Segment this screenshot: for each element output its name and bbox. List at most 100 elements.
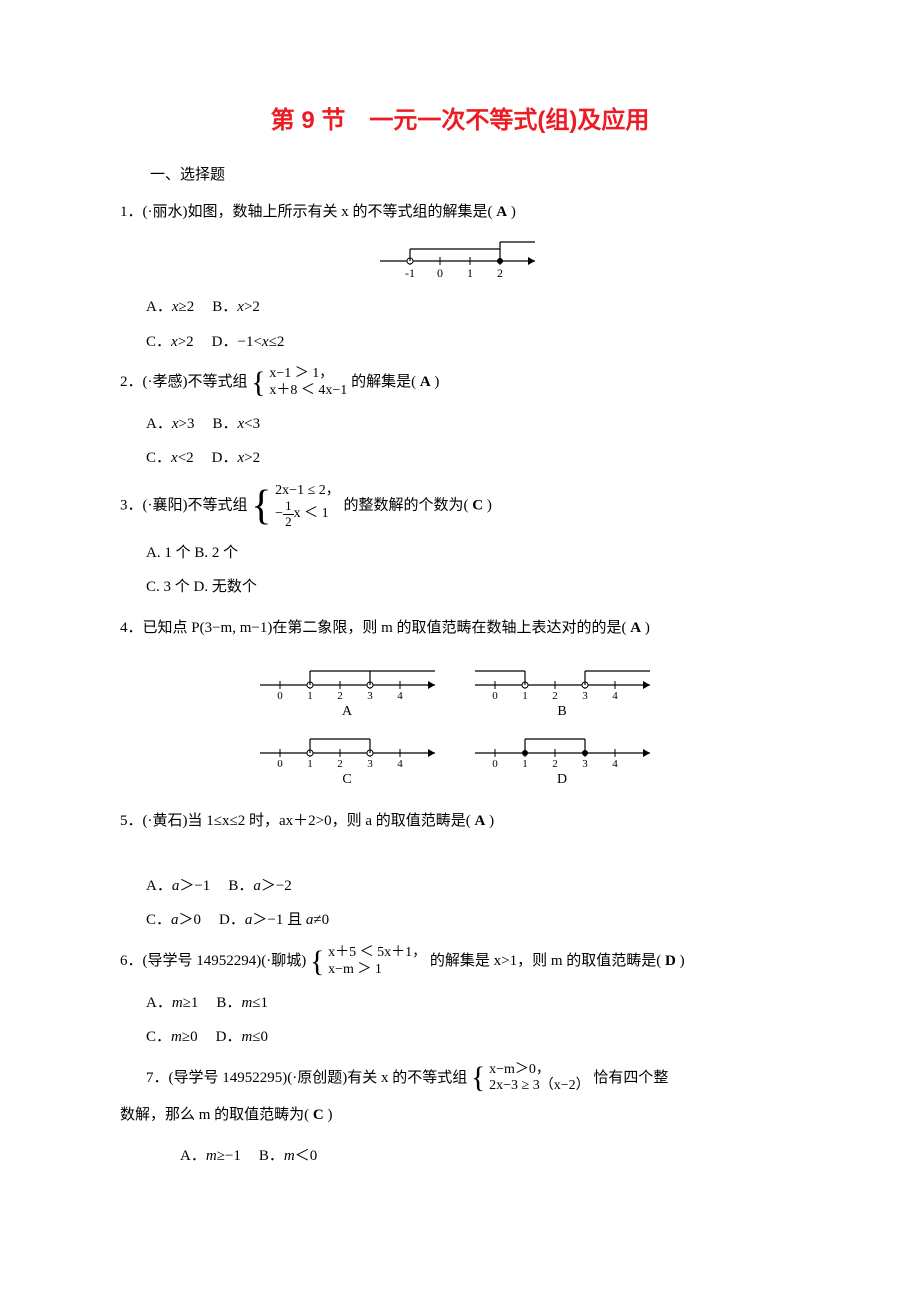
svg-text:1: 1 xyxy=(522,758,528,770)
q1-numberline: -1 0 1 2 xyxy=(370,239,550,283)
q3-stem: 3．(·襄阳)不等式组 xyxy=(120,497,248,513)
q5-answer: A xyxy=(474,813,485,829)
q3-options-2: C. 3 个 D. 无数个 xyxy=(120,573,800,602)
q1-options-1: A．x≥2B．x>2 xyxy=(120,293,800,322)
brace-icon: { xyxy=(310,947,324,977)
q1-figure: -1 0 1 2 xyxy=(120,239,800,283)
q2-options-1: A．x>3B．x<3 xyxy=(120,410,800,439)
question-4: 4．已知点 P(3−m, m−1)在第二象限，则 m 的取值范畴在数轴上表达对的… xyxy=(120,612,800,645)
q4-four-numberlines: 0 1 2 3 4 A 0 1 2 3 4 B xyxy=(250,655,670,795)
frac-num: 1 xyxy=(283,499,294,514)
frac-den: 2 xyxy=(283,515,294,529)
q6-stem: 6．(导学号 14952294)(·聊城) xyxy=(120,953,306,969)
brace-icon: { xyxy=(251,485,271,527)
q2-system: x−1 ＞ 1， x＋8 ＜ 4x−1 xyxy=(269,366,347,400)
question-7: 7．(导学号 14952295)(·原创题)有关 x 的不等式组 { x−m＞0… xyxy=(120,1062,800,1096)
q7-answer: C xyxy=(313,1107,324,1123)
brace-icon: { xyxy=(471,1063,485,1093)
question-1: 1．(·丽水)如图，数轴上所示有关 x 的不等式组的解集是( A ) xyxy=(120,196,800,229)
svg-text:C: C xyxy=(342,772,351,787)
q3-sys2-suf: x ＜ 1 xyxy=(294,506,329,521)
q7-sys1: x−m＞0， xyxy=(489,1062,589,1079)
svg-text:0: 0 xyxy=(492,690,498,702)
q7-options-1: A．m≥−1B．m＜0 xyxy=(120,1142,800,1171)
q3-suffix: ) xyxy=(483,497,492,513)
q2-mid: 的解集是( xyxy=(351,374,420,390)
q2-stem: 2．(·孝感)不等式组 xyxy=(120,374,248,390)
q4-answer: A xyxy=(630,620,641,636)
svg-text:A: A xyxy=(342,704,353,719)
svg-text:4: 4 xyxy=(612,758,618,770)
q6-system: x＋5 ＜ 5x＋1， x−m ＞ 1 xyxy=(328,945,426,979)
q4-stem: 4．已知点 P(3−m, m−1)在第二象限，则 m 的取值范畴在数轴上表达对的… xyxy=(120,620,630,636)
svg-text:0: 0 xyxy=(492,758,498,770)
svg-text:3: 3 xyxy=(582,758,588,770)
q2-suffix: ) xyxy=(431,374,440,390)
svg-text:2: 2 xyxy=(552,758,558,770)
svg-text:3: 3 xyxy=(582,690,588,702)
q6-mid: 的解集是 x>1，则 m 的取值范畴是( xyxy=(430,953,665,969)
svg-text:4: 4 xyxy=(612,690,618,702)
svg-text:3: 3 xyxy=(367,690,373,702)
q6-answer: D xyxy=(665,953,676,969)
fraction: 12 xyxy=(283,499,294,529)
q7-sys2: 2x−3 ≥ 3（x−2） xyxy=(489,1078,589,1095)
q3-options-1: A. 1 个 B. 2 个 xyxy=(120,539,800,568)
question-5: 5．(·黄石)当 1≤x≤2 时，ax＋2>0，则 a 的取值范畴是( A ) xyxy=(120,805,800,838)
q3-answer: C xyxy=(472,497,483,513)
svg-text:2: 2 xyxy=(497,266,503,280)
main-title: 第 9 节 一元一次不等式(组)及应用 xyxy=(120,100,800,135)
q4-suffix: ) xyxy=(641,620,650,636)
q3-mid: 的整数解的个数为( xyxy=(344,497,473,513)
q2-sys2: x＋8 ＜ 4x−1 xyxy=(269,383,347,400)
q7-mid: 恰有四个整 xyxy=(593,1070,668,1086)
svg-text:1: 1 xyxy=(307,690,313,702)
q7-suffix: ) xyxy=(324,1107,333,1123)
q6-suffix: ) xyxy=(676,953,685,969)
svg-text:1: 1 xyxy=(467,266,473,280)
q5-suffix: ) xyxy=(485,813,494,829)
q1-options-2: C．x>2D．−1<x≤2 xyxy=(120,328,800,357)
q3-sys1: 2x−1 ≤ 2， xyxy=(275,483,340,500)
q7-line2: 数解，那么 m 的取值范畴为( C ) xyxy=(120,1099,800,1132)
q3-neg: − xyxy=(275,506,283,521)
q7-stem2: 数解，那么 m 的取值范畴为( xyxy=(120,1107,313,1123)
q2-options-2: C．x<2D．x>2 xyxy=(120,444,800,473)
q6-sys2: x−m ＞ 1 xyxy=(328,962,426,979)
q5-options-1: A．a＞−1B．a＞−2 xyxy=(120,872,800,901)
question-6: 6．(导学号 14952294)(·聊城) { x＋5 ＜ 5x＋1， x−m … xyxy=(120,945,800,979)
svg-text:0: 0 xyxy=(437,266,443,280)
q1-stem-suffix: ) xyxy=(507,204,516,220)
q5-options-2: C．a＞0D．a＞−1 且 a≠0 xyxy=(120,906,800,935)
svg-text:0: 0 xyxy=(277,758,283,770)
question-3: 3．(·襄阳)不等式组 { 2x−1 ≤ 2， −12x ＜ 1 的整数解的个数… xyxy=(120,483,800,529)
svg-text:4: 4 xyxy=(397,758,403,770)
q2-sys1: x−1 ＞ 1， xyxy=(269,366,347,383)
svg-text:B: B xyxy=(557,704,566,719)
q6-options-1: A．m≥1B．m≤1 xyxy=(120,989,800,1018)
svg-text:4: 4 xyxy=(397,690,403,702)
svg-text:1: 1 xyxy=(307,758,313,770)
q6-sys1: x＋5 ＜ 5x＋1， xyxy=(328,945,426,962)
q1-answer: A xyxy=(496,204,507,220)
section-heading: 一、选择题 xyxy=(150,163,800,184)
svg-text:0: 0 xyxy=(277,690,283,702)
svg-text:2: 2 xyxy=(337,758,343,770)
q7-system: x−m＞0， 2x−3 ≥ 3（x−2） xyxy=(489,1062,589,1096)
q3-system: 2x−1 ≤ 2， −12x ＜ 1 xyxy=(275,483,340,529)
svg-text:2: 2 xyxy=(337,690,343,702)
q1-stem: 1．(·丽水)如图，数轴上所示有关 x 的不等式组的解集是( xyxy=(120,204,496,220)
question-2: 2．(·孝感)不等式组 { x−1 ＞ 1， x＋8 ＜ 4x−1 的解集是( … xyxy=(120,366,800,400)
q3-sys2: −12x ＜ 1 xyxy=(275,499,340,529)
q7-stem: 7．(导学号 14952295)(·原创题)有关 x 的不等式组 xyxy=(120,1070,467,1086)
q6-options-2: C．m≥0D．m≤0 xyxy=(120,1023,800,1052)
q5-stem: 5．(·黄石)当 1≤x≤2 时，ax＋2>0，则 a 的取值范畴是( xyxy=(120,813,474,829)
svg-text:3: 3 xyxy=(367,758,373,770)
svg-text:2: 2 xyxy=(552,690,558,702)
brace-icon: { xyxy=(251,368,265,398)
svg-text:1: 1 xyxy=(522,690,528,702)
svg-text:D: D xyxy=(557,772,567,787)
svg-text:-1: -1 xyxy=(405,266,415,280)
q2-answer: A xyxy=(420,374,431,390)
q4-figure: 0 1 2 3 4 A 0 1 2 3 4 B xyxy=(120,655,800,795)
